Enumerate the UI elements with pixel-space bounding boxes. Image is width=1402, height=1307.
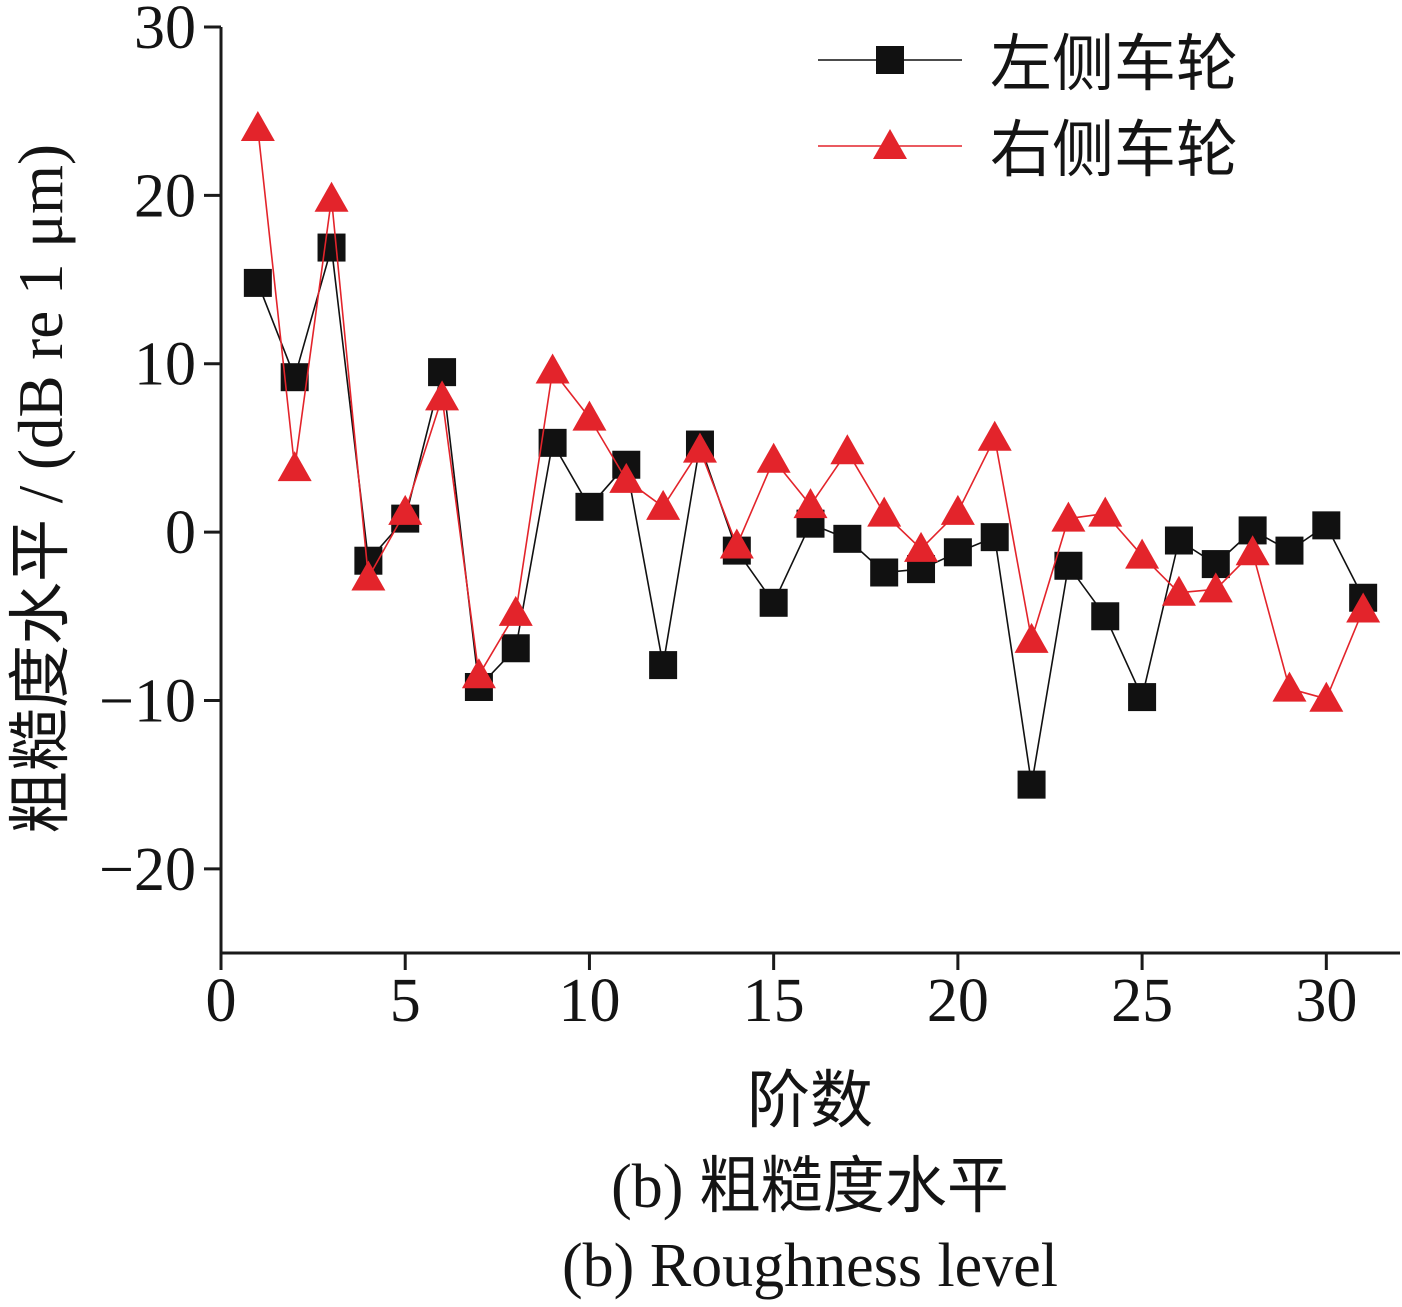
right-wheel-data-point bbox=[461, 658, 496, 689]
right-wheel-data-point bbox=[940, 494, 975, 525]
left-wheel-data-point bbox=[833, 524, 862, 553]
x-tick-label: 30 bbox=[1295, 967, 1357, 1035]
right-wheel-data-point bbox=[1235, 535, 1270, 566]
right-wheel-data-point bbox=[425, 380, 460, 411]
left-wheel-data-point bbox=[575, 492, 604, 521]
y-tick-label: −10 bbox=[99, 667, 196, 735]
right-wheel-legend-label: 右侧车轮 bbox=[990, 117, 1238, 185]
y-tick-label: 0 bbox=[165, 499, 196, 567]
x-tick-label: 15 bbox=[743, 967, 805, 1035]
right-wheel-data-point bbox=[682, 432, 717, 463]
right-wheel-series-line bbox=[257, 127, 1364, 700]
y-tick-label: −20 bbox=[99, 836, 196, 904]
right-wheel-data-point bbox=[1051, 501, 1086, 532]
left-wheel-data-point bbox=[1275, 536, 1304, 565]
right-wheel-data-point bbox=[609, 462, 644, 493]
left-wheel-data-point bbox=[243, 268, 272, 297]
left-wheel-data-point bbox=[1091, 602, 1120, 631]
left-wheel-data-point bbox=[980, 523, 1009, 552]
right-wheel-data-point bbox=[830, 434, 865, 465]
left-wheel-data-point bbox=[1128, 683, 1157, 712]
right-wheel-data-point bbox=[1088, 496, 1123, 527]
left-wheel-data-point bbox=[943, 538, 972, 567]
y-tick-label: 30 bbox=[134, 0, 196, 62]
x-tick-label: 5 bbox=[390, 967, 421, 1035]
right-wheel-data-point bbox=[793, 488, 828, 519]
figure-caption-english: (b) Roughness level bbox=[562, 1232, 1058, 1300]
right-wheel-data-point bbox=[351, 560, 386, 591]
axes bbox=[219, 27, 1400, 955]
y-tick-label: 10 bbox=[134, 331, 196, 399]
right-wheel-data-point bbox=[756, 442, 791, 473]
right-wheel-data-point bbox=[977, 420, 1012, 451]
right-wheel-data-point bbox=[1198, 572, 1233, 603]
right-wheel-data-point bbox=[1272, 671, 1307, 702]
y-tick-label: 20 bbox=[134, 162, 196, 230]
left-wheel-legend-marker bbox=[876, 46, 904, 74]
right-wheel-data-point bbox=[277, 451, 312, 482]
left-wheel-data-point bbox=[1164, 526, 1193, 555]
right-wheel-data-point bbox=[1309, 681, 1344, 712]
right-wheel-data-point bbox=[646, 489, 681, 520]
left-wheel-data-point bbox=[759, 588, 788, 617]
right-wheel-data-point bbox=[314, 181, 349, 212]
left-wheel-data-point bbox=[649, 651, 678, 680]
x-axis-label: 阶数 bbox=[747, 1066, 873, 1136]
right-wheel-data-point bbox=[572, 400, 607, 431]
right-wheel-data-point bbox=[388, 494, 423, 525]
left-wheel-data-point bbox=[501, 634, 530, 663]
left-wheel-data-point bbox=[870, 558, 899, 587]
left-wheel-data-point bbox=[1054, 551, 1083, 580]
x-tick-label: 0 bbox=[206, 967, 237, 1035]
plot-area bbox=[240, 111, 1381, 799]
axis-ticks: −20 −10 0 10 20 30 0 5 10 15 20 25 30 bbox=[99, 0, 1357, 1035]
right-wheel-data-point bbox=[1014, 622, 1049, 653]
x-tick-label: 25 bbox=[1111, 967, 1173, 1035]
left-wheel-data-point bbox=[1312, 511, 1341, 540]
x-tick-label: 20 bbox=[927, 967, 989, 1035]
y-axis-label: 粗糙度水平 / (dB re 1 μm) bbox=[6, 144, 76, 834]
left-wheel-legend-label: 左侧车轮 bbox=[990, 31, 1238, 99]
right-wheel-data-point bbox=[535, 353, 570, 384]
right-wheel-data-point bbox=[904, 531, 939, 562]
x-tick-label: 10 bbox=[558, 967, 620, 1035]
right-wheel-legend-marker bbox=[873, 129, 907, 159]
right-wheel-data-point bbox=[498, 595, 533, 626]
right-wheel-data-point bbox=[240, 111, 275, 142]
right-wheel-data-point bbox=[1346, 592, 1381, 623]
right-wheel-series bbox=[240, 111, 1381, 712]
right-wheel-data-point bbox=[1161, 575, 1196, 606]
right-wheel-data-point bbox=[1125, 538, 1160, 569]
left-wheel-data-point bbox=[317, 233, 346, 262]
left-wheel-data-point bbox=[1017, 770, 1046, 799]
figure-caption-chinese: (b) 粗糙度水平 bbox=[611, 1153, 1009, 1221]
right-wheel-data-point bbox=[719, 528, 754, 559]
right-wheel-data-point bbox=[867, 496, 902, 527]
